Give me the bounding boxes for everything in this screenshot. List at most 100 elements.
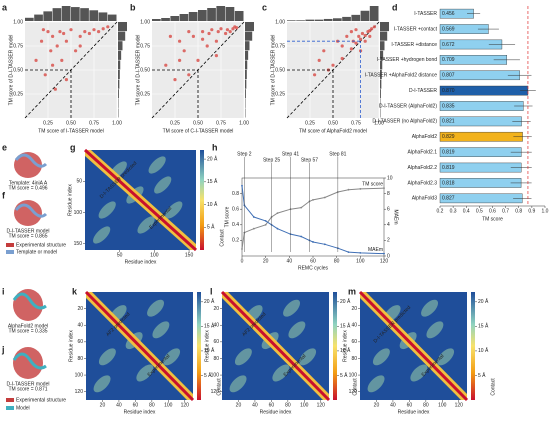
contact-patch xyxy=(437,348,455,366)
point xyxy=(51,63,55,67)
x-axis-label: Residue index xyxy=(125,259,157,265)
plot-frame xyxy=(241,177,385,257)
structure-caption: TM score = 0.871 xyxy=(8,386,47,392)
category-label: D-I-TASSER (no AlphaFold2) xyxy=(372,119,437,125)
point xyxy=(60,58,64,63)
colorbar-tick-label: 20 Å xyxy=(204,298,215,305)
category-label: AlphaFold2.1 xyxy=(408,149,438,155)
y-tick-label: 0.25 xyxy=(13,91,23,97)
x-tick-label: 120 xyxy=(455,402,464,408)
contact-patch xyxy=(154,176,172,194)
point xyxy=(264,223,267,226)
point xyxy=(55,44,59,48)
value-label: 0.827 xyxy=(442,196,455,202)
x-tick-label: 20 xyxy=(236,402,242,408)
x-axis-label: Residue index xyxy=(124,409,156,415)
hist-bar xyxy=(207,8,216,21)
y-tick-label: 0.8 xyxy=(232,191,239,197)
x-tick-label: 100 xyxy=(438,402,447,408)
x-tick-label: 0.50 xyxy=(66,120,76,126)
y2-tick-label: 10 xyxy=(387,175,393,181)
y-tick-label: 50 xyxy=(76,179,82,185)
point xyxy=(363,39,367,43)
value-label: 0.709 xyxy=(442,57,455,63)
contact-patch xyxy=(147,299,165,317)
value-label: 0.821 xyxy=(442,119,455,125)
point xyxy=(340,44,344,48)
colorbar-tick-label: 10 Å xyxy=(340,347,351,354)
series-label: MAEm xyxy=(368,247,383,253)
x-tick-label: 150 xyxy=(185,252,194,258)
hist-bar xyxy=(380,22,389,32)
contact-patch xyxy=(98,348,116,366)
category-label: D-I-TASSER xyxy=(409,88,437,94)
colorbar-tick-label: 15 Å xyxy=(478,323,489,330)
structure-caption: TM score = 0.335 xyxy=(8,328,47,334)
point xyxy=(359,251,362,254)
category-label: AlphaFold2.3 xyxy=(408,180,438,186)
x-tick-label: 80 xyxy=(149,402,155,408)
hist-bar xyxy=(98,12,108,21)
structure-caption: D-I-TASSER model xyxy=(7,381,50,387)
hist-bar xyxy=(245,31,253,41)
category-label: I-TASSER xyxy=(414,11,437,17)
point xyxy=(312,241,314,243)
point xyxy=(235,26,239,30)
hist-bar xyxy=(360,10,370,21)
y-tick-label: 1.00 xyxy=(275,19,285,25)
y-tick-label: 150 xyxy=(74,241,83,247)
point xyxy=(49,49,53,53)
x-tick-label: 80 xyxy=(334,258,340,264)
contact-patch xyxy=(372,348,390,366)
panel-label: e xyxy=(2,142,7,152)
y2-axis-label: MAEm xyxy=(393,210,399,225)
y-axis-label: Residue index xyxy=(342,330,348,362)
contact-patch xyxy=(137,216,155,234)
contact-patch xyxy=(283,299,301,317)
y-tick-label: 0.4 xyxy=(232,222,239,228)
y-tick-label: 20 xyxy=(213,306,219,312)
point xyxy=(191,34,195,39)
point xyxy=(168,34,172,39)
colorbar xyxy=(200,150,204,250)
structure-caption: Template: 4iniA A xyxy=(9,180,48,186)
hist-bar xyxy=(188,12,198,21)
hist-bar xyxy=(198,10,207,21)
point xyxy=(372,25,376,29)
legend-swatch xyxy=(6,398,14,402)
contact-patch xyxy=(367,375,385,393)
point xyxy=(53,87,57,91)
point xyxy=(207,31,211,36)
contact-patch xyxy=(426,321,444,339)
point xyxy=(62,31,66,36)
hist-bar xyxy=(43,11,53,21)
point xyxy=(241,184,243,187)
point xyxy=(224,31,228,36)
y-tick-label: 80 xyxy=(77,356,83,362)
colorbar-tick-label: 5 Å xyxy=(478,372,486,379)
point xyxy=(74,49,78,53)
hist-bar xyxy=(161,18,170,21)
category-label: I-TASSER +distance xyxy=(391,42,437,48)
point xyxy=(214,39,218,43)
structure-caption: TM score = 0.496 xyxy=(8,185,47,191)
x-tick-label: 100 xyxy=(356,258,365,264)
x-axis-label: TM score of C-I-TASSER model xyxy=(163,128,234,134)
colorbar-tick-label: 20 Å xyxy=(340,298,351,305)
step-label: Step 81 xyxy=(329,151,346,157)
x-tick-label: 1.0 xyxy=(542,208,549,214)
hist-bar xyxy=(107,14,117,21)
point xyxy=(196,58,200,63)
x-axis-label: TM score of I-TASSER model xyxy=(38,128,103,134)
hist-bar xyxy=(118,79,120,89)
colorbar-label: Contact xyxy=(216,378,222,396)
hist-bar xyxy=(80,8,89,21)
colorbar-tick-label: 20 Å xyxy=(478,298,489,305)
point xyxy=(357,34,361,39)
point xyxy=(201,37,205,41)
point xyxy=(219,27,223,31)
y-tick-label: 20 xyxy=(77,306,83,312)
category-label: AlphaFold2 xyxy=(412,134,438,140)
y2-tick-label: 2 xyxy=(387,238,390,244)
point xyxy=(216,30,220,34)
